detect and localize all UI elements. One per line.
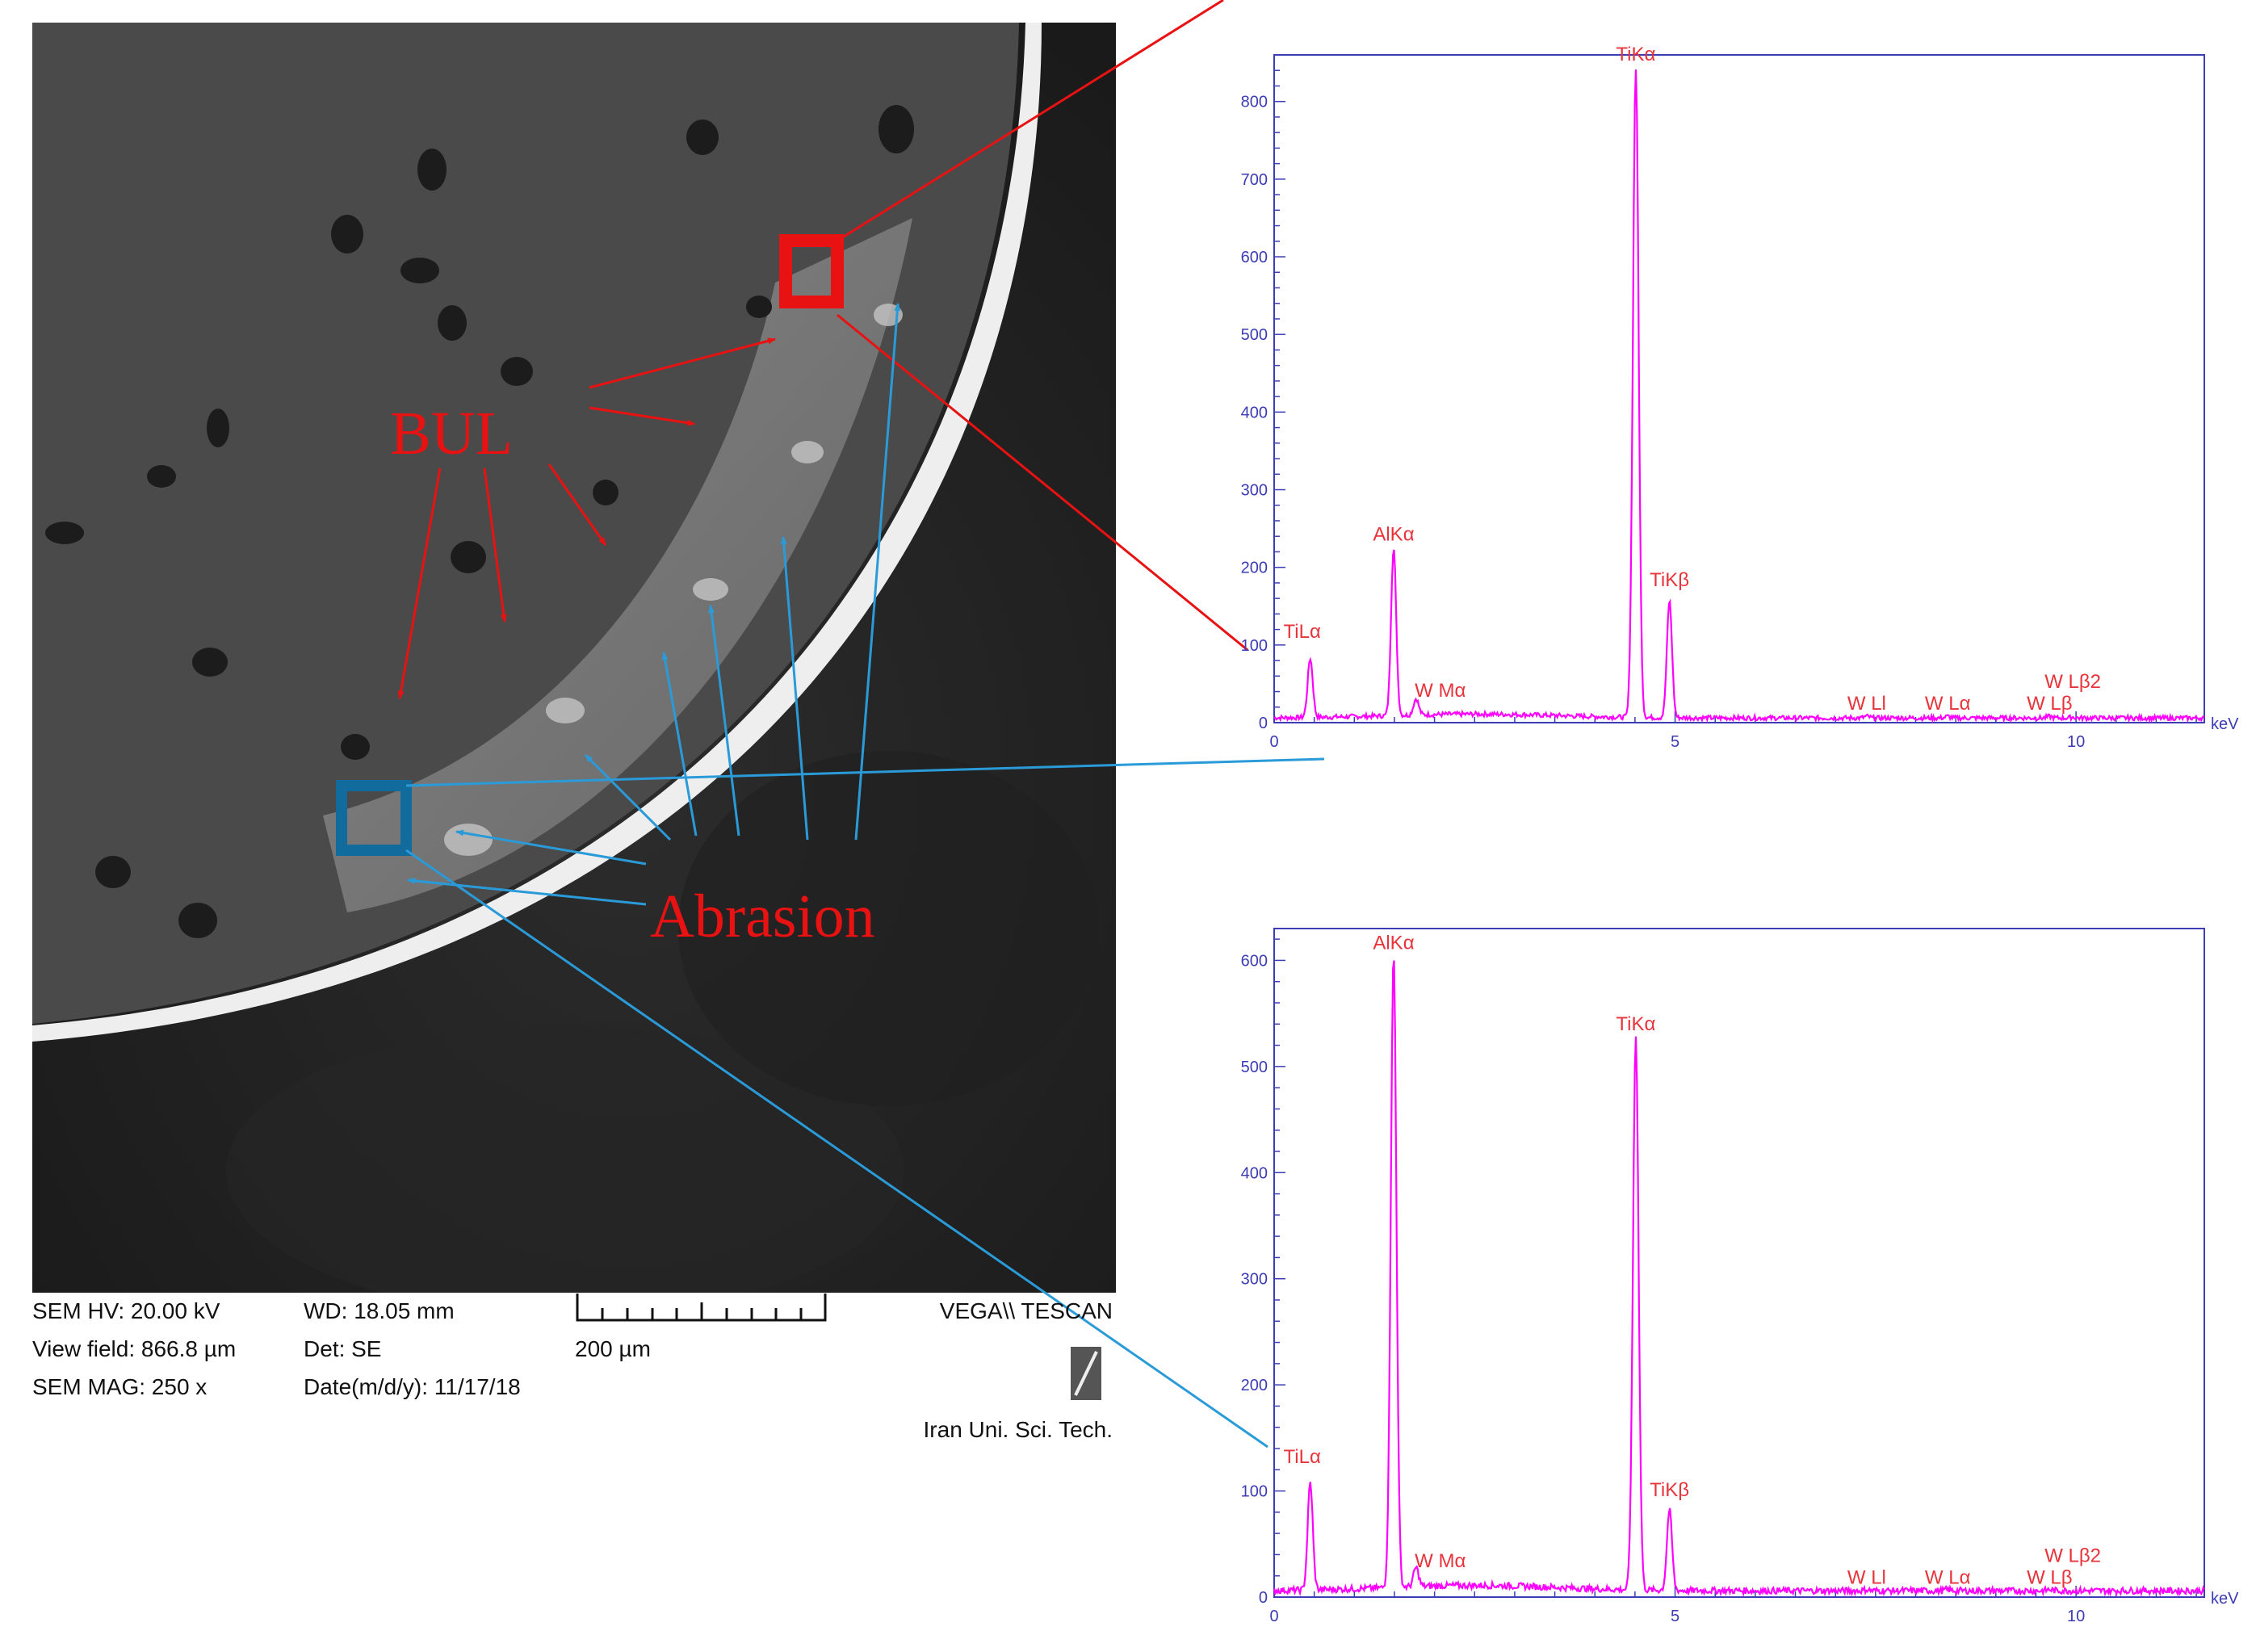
- y-tick-label: 200: [1241, 1377, 1268, 1394]
- x-axis-label: keV: [2211, 715, 2239, 733]
- bul-connector-top: [837, 0, 1224, 242]
- peak-label: TiKα: [1616, 1013, 1655, 1035]
- bul-arrows: [397, 338, 776, 699]
- peak-label: W Lβ2: [2044, 671, 2101, 693]
- y-tick-label: 600: [1241, 952, 1268, 970]
- y-tick-label: 700: [1241, 171, 1268, 189]
- spectrum-line: [1273, 69, 2205, 724]
- peak-label: W Lβ2: [2044, 1545, 2101, 1567]
- y-tick-label: 0: [1259, 715, 1268, 732]
- sem-date: Date(m/d/y): 11/17/18: [304, 1374, 521, 1399]
- peak-label: W Lα: [1925, 693, 1971, 715]
- sem-mag: SEM MAG: 250 x: [32, 1374, 207, 1399]
- y-tick-label: 800: [1241, 94, 1268, 111]
- y-tick-label: 0: [1259, 1589, 1268, 1607]
- x-axis-label: keV: [2211, 1590, 2239, 1608]
- peak-label: TiKα: [1616, 44, 1655, 65]
- bul-band: [323, 218, 912, 912]
- y-tick-label: 300: [1241, 1271, 1268, 1289]
- sem-wd: WD: 18.05 mm: [304, 1298, 455, 1323]
- peak-label: W Lβ: [2027, 693, 2072, 715]
- eds-spectrum-bul: 0 100 200 300 400 500 600 700 800 0 5 10 keV TiLα AlKα…: [1241, 44, 2239, 751]
- sem-info-bar: SEM HV: 20.00 kV View field: 866.8 µm SE…: [32, 1294, 1113, 1442]
- sem-institution: Iran Uni. Sci. Tech.: [924, 1417, 1113, 1442]
- y-tick-label: 600: [1241, 249, 1268, 266]
- tool-face: [32, 23, 1019, 1024]
- peak-label: W Lβ: [2027, 1566, 2072, 1588]
- peak-label: TiKβ: [1650, 1479, 1689, 1501]
- y-tick-label: 500: [1241, 1059, 1268, 1076]
- sem-hv: SEM HV: 20.00 kV: [32, 1298, 220, 1323]
- peak-label: W Mα: [1415, 1550, 1466, 1572]
- peak-label: AlKα: [1373, 932, 1414, 954]
- y-tick-label: 500: [1241, 326, 1268, 344]
- abrasion-arrows: [407, 303, 901, 906]
- scale-label: 200 µm: [575, 1336, 651, 1361]
- x-tick-label: 10: [2067, 733, 2085, 751]
- peak-label: W Mα: [1415, 680, 1466, 702]
- plot-frame: [1273, 54, 2205, 723]
- x-tick-label: 0: [1269, 1608, 1278, 1625]
- y-tick-label: 100: [1241, 1483, 1268, 1501]
- x-tick-label: 5: [1671, 733, 1679, 751]
- peak-label: W Ll: [1847, 1566, 1886, 1588]
- abrasion-region-marker: [336, 780, 412, 856]
- scale-bar: [576, 1294, 827, 1322]
- sem-micrograph: [32, 23, 1116, 1293]
- plot-frame: [1273, 928, 2205, 1598]
- peak-label: TiKβ: [1650, 569, 1689, 591]
- peak-label: TiLα: [1284, 1446, 1321, 1468]
- y-tick-label: 200: [1241, 560, 1268, 577]
- spectrum-line: [1273, 960, 2205, 1597]
- abrasion-connector-top: [405, 757, 1325, 787]
- abrasion-label: Abrasion: [650, 883, 875, 950]
- x-tick-label: 0: [1269, 733, 1278, 751]
- peak-label: W Ll: [1847, 693, 1886, 715]
- sem-det: Det: SE: [304, 1336, 381, 1361]
- bul-connector-bottom: [837, 313, 1248, 652]
- abrasion-connector-bottom: [405, 849, 1268, 1449]
- peak-label: W Lα: [1925, 1566, 1971, 1588]
- x-tick-label: 5: [1671, 1608, 1679, 1625]
- surface-pits: [45, 105, 914, 938]
- y-tick-label: 100: [1241, 637, 1268, 655]
- eds-spectrum-abrasion: 0 100 200 300 400 500 600 0 5 10 keV TiLα AlKα W Mα Ti…: [1241, 928, 2239, 1625]
- y-tick-label: 400: [1241, 404, 1268, 421]
- x-tick-label: 10: [2067, 1608, 2085, 1625]
- y-tick-label: 300: [1241, 482, 1268, 500]
- sem-brand: VEGA\\ TESCAN: [940, 1298, 1113, 1323]
- sem-view-field: View field: 866.8 µm: [32, 1336, 236, 1361]
- bul-label: BUL: [390, 400, 513, 468]
- y-tick-label: 400: [1241, 1164, 1268, 1182]
- bul-region-marker: [779, 234, 844, 308]
- peak-label: TiLα: [1284, 621, 1321, 643]
- peak-label: AlKα: [1373, 523, 1414, 545]
